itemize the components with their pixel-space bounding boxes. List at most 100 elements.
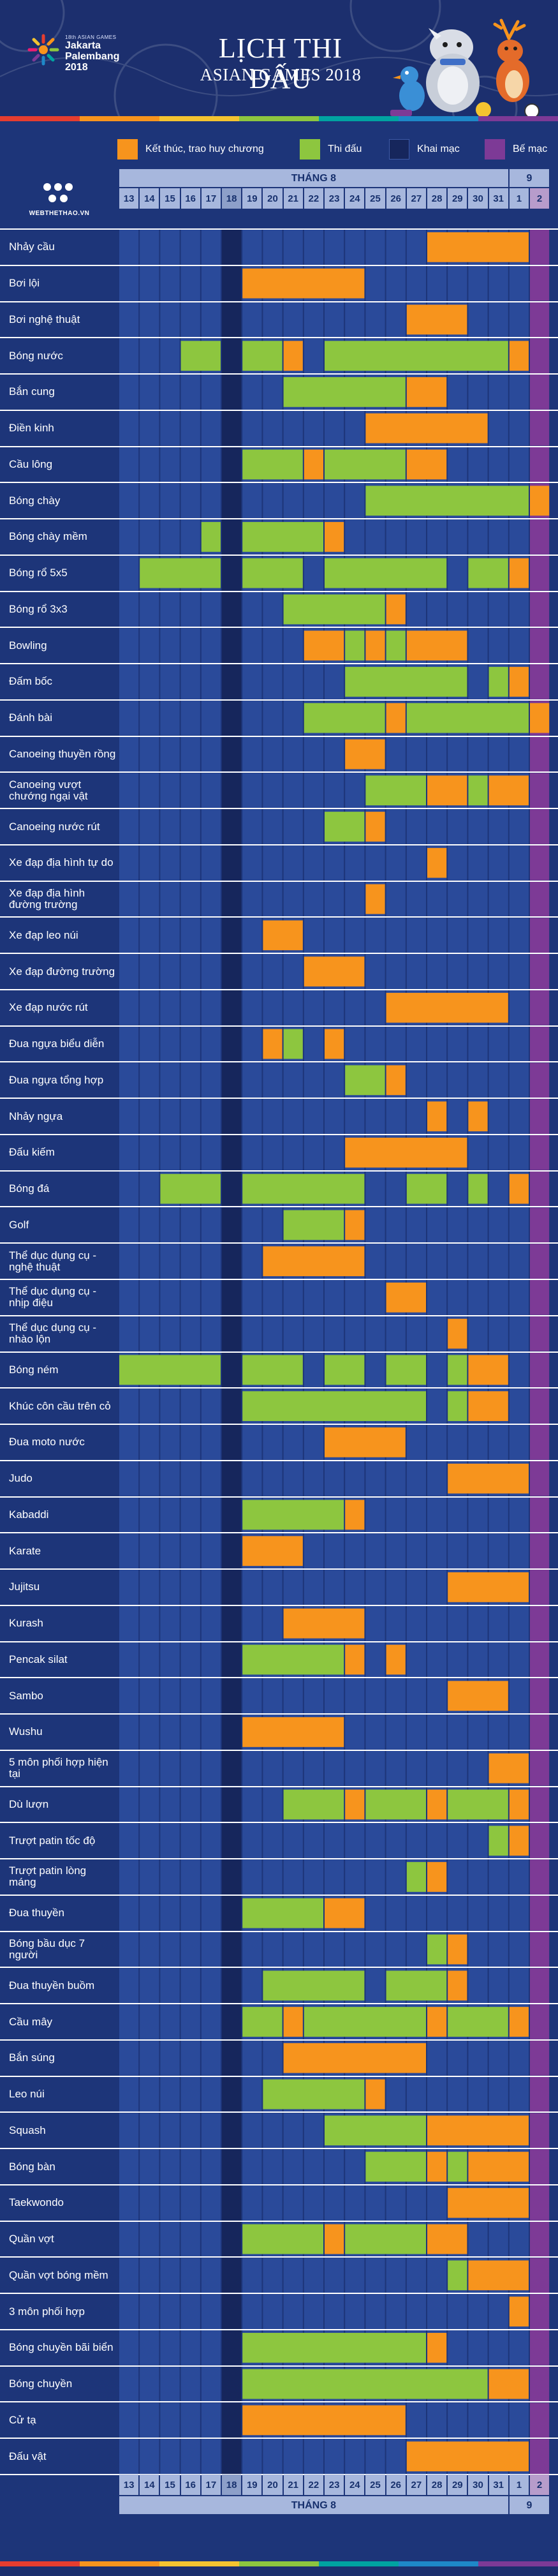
empty-cell [140, 1570, 159, 1605]
empty-cell [242, 1425, 262, 1460]
sport-row: Cử tạ [0, 2402, 558, 2438]
empty-cell [345, 410, 365, 446]
empty-cell [386, 845, 406, 881]
empty-cell [160, 1389, 180, 1424]
empty-cell [448, 1642, 467, 1678]
empty-cell [345, 1461, 365, 1496]
empty-cell [119, 881, 139, 917]
sport-name: 5 môn phối hợp hiện tại [9, 1756, 108, 1780]
empty-cell [509, 1642, 529, 1678]
header-banner: 18th ASIAN GAMES Jakarta Palembang 2018 … [0, 0, 558, 121]
empty-cell [263, 990, 283, 1025]
empty-cell [242, 700, 262, 736]
empty-cell [180, 1605, 200, 1641]
empty-cell [325, 990, 344, 1025]
empty-cell [201, 700, 221, 736]
sport-name: Bắn cung [9, 385, 55, 398]
sport-row: Sambo [0, 1678, 558, 1714]
empty-cell [201, 1461, 221, 1496]
empty-cell [427, 1533, 447, 1569]
closing-day-cell [530, 736, 550, 772]
sport-name: Kurash [9, 1617, 43, 1630]
empty-cell [488, 736, 508, 772]
final-medal-block [325, 522, 344, 552]
empty-cell [406, 809, 426, 844]
empty-cell [263, 1461, 283, 1496]
empty-cell [201, 809, 221, 844]
opening-day-cell [222, 845, 242, 881]
empty-cell [201, 1244, 221, 1279]
competition-block [140, 558, 221, 588]
empty-cell [242, 954, 262, 989]
opening-day-cell [222, 1352, 242, 1388]
empty-cell [406, 1533, 426, 1569]
final-medal-block [263, 1029, 283, 1059]
mascots-illustration [390, 19, 540, 119]
day-label: 24 [345, 2475, 365, 2495]
empty-cell [386, 918, 406, 953]
empty-cell [427, 265, 447, 301]
sport-name: Karate [9, 1544, 41, 1557]
closing-day-cell [530, 1497, 550, 1533]
empty-cell [365, 230, 385, 265]
empty-cell [119, 736, 139, 772]
empty-cell [304, 1678, 323, 1714]
sport-row: Khúc côn cầu trên cỏ [0, 1388, 558, 1424]
sport-name: Bóng chuyền [9, 2378, 73, 2390]
closing-day-cell [530, 1461, 550, 1496]
empty-cell [263, 230, 283, 265]
empty-cell [345, 990, 365, 1025]
competition-block [283, 1210, 344, 1240]
competition-block [242, 1355, 303, 1385]
empty-cell [509, 809, 529, 844]
empty-cell [304, 1026, 323, 1062]
opening-day-cell [222, 1605, 242, 1641]
empty-cell [201, 483, 221, 519]
closing-day-cell [530, 555, 550, 591]
final-medal-block [365, 812, 385, 842]
empty-cell [263, 592, 283, 627]
empty-cell [365, 954, 385, 989]
empty-cell [119, 1099, 139, 1134]
empty-cell [283, 1062, 303, 1098]
empty-cell [468, 1244, 488, 1279]
competition-block [242, 522, 323, 552]
empty-cell [406, 1244, 426, 1279]
day-label: 17 [201, 2475, 221, 2495]
final-medal-block [304, 957, 365, 986]
empty-cell [406, 1678, 426, 1714]
final-medal-block [468, 1391, 508, 1422]
sport-name: Đua moto nước [9, 1436, 85, 1448]
empty-cell [160, 881, 180, 917]
opening-day-cell [222, 1570, 242, 1605]
final-medal-block [386, 1065, 406, 1096]
empty-cell [304, 990, 323, 1025]
empty-cell [160, 1497, 180, 1533]
sport-row: Bóng đá [0, 1171, 558, 1207]
empty-cell [242, 1678, 262, 1714]
empty-cell [160, 338, 180, 374]
empty-cell [406, 265, 426, 301]
empty-cell [509, 1316, 529, 1351]
empty-cell [119, 1062, 139, 1098]
sport-row: Canoeing thuyền rồng [0, 736, 558, 773]
empty-cell [345, 1026, 365, 1062]
sport-row: Nhảy cầu [0, 229, 558, 265]
empty-cell [140, 1678, 159, 1714]
empty-cell [386, 954, 406, 989]
empty-cell [180, 664, 200, 699]
empty-cell [427, 1244, 447, 1279]
empty-cell [180, 1207, 200, 1243]
empty-cell [448, 592, 467, 627]
sport-name: Pencak silat [9, 1653, 68, 1665]
empty-cell [325, 736, 344, 772]
competition-block [406, 703, 529, 733]
empty-cell [180, 1062, 200, 1098]
sport-name: Đua thuyền buồm [9, 1979, 95, 1992]
sport-name: Trượt patin tốc độ [9, 1834, 96, 1847]
empty-cell [468, 1642, 488, 1678]
empty-cell [448, 1062, 467, 1098]
empty-cell [140, 410, 159, 446]
empty-cell [448, 954, 467, 989]
opening-day-cell [222, 664, 242, 699]
